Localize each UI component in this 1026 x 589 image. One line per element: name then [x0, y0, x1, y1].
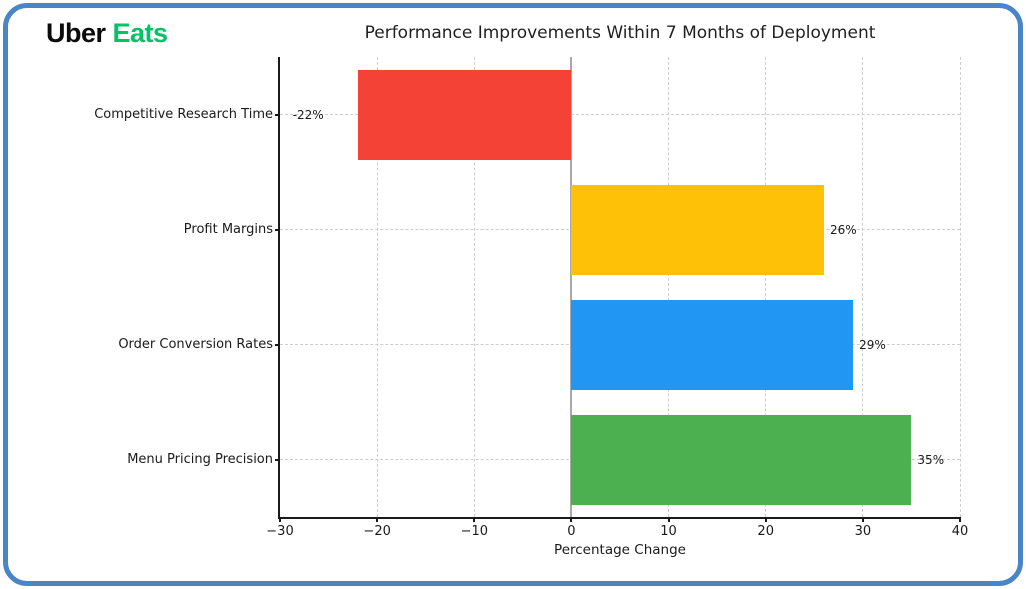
x-tick-label: 20 [757, 524, 774, 539]
y-axis-spine [278, 57, 280, 519]
bar-value-label: -22% [292, 107, 324, 122]
grid-line-horizontal [280, 114, 960, 115]
bar [357, 69, 572, 160]
category-label: Menu Pricing Precision [127, 451, 273, 467]
grid-line-vertical [668, 57, 670, 517]
logo-eats-text: Eats [112, 18, 169, 48]
bar [571, 414, 912, 505]
category-label: Order Conversion Rates [118, 336, 273, 352]
logo-uber-text: Uber [46, 18, 106, 48]
x-tick-label: 40 [951, 524, 969, 539]
bar-value-label: 29% [859, 337, 886, 352]
bar-value-label: 26% [830, 222, 857, 237]
x-tick-mark [570, 517, 573, 522]
x-axis-label: Percentage Change [554, 542, 686, 558]
grid-line-vertical [862, 57, 864, 517]
y-tick-mark [275, 458, 280, 461]
x-tick-label: −20 [363, 524, 391, 539]
category-label: Competitive Research Time [94, 106, 273, 122]
x-tick-label: −10 [460, 524, 488, 539]
grid-line-vertical [376, 57, 378, 517]
y-tick-mark [275, 113, 280, 116]
category-label: Profit Margins [183, 221, 273, 237]
bar-value-label: 35% [917, 452, 945, 467]
grid-line-vertical [473, 57, 475, 517]
x-tick-mark [376, 517, 379, 522]
x-tick-mark [279, 517, 281, 522]
x-tick-label: 30 [854, 524, 872, 539]
zero-line [570, 57, 573, 517]
uber-eats-logo: Uber Eats [46, 18, 168, 49]
x-tick-label: 10 [660, 524, 677, 539]
x-tick-mark [473, 517, 476, 522]
x-tick-mark [861, 517, 864, 522]
bar [571, 184, 824, 275]
x-tick-label: 0 [567, 524, 576, 539]
x-tick-mark [764, 517, 767, 522]
chart-title: Performance Improvements Within 7 Months… [364, 23, 876, 43]
grid-line-vertical [959, 57, 961, 517]
y-tick-mark [275, 343, 280, 346]
x-tick-mark [667, 517, 670, 522]
grid-line-vertical [765, 57, 767, 517]
x-tick-mark [959, 517, 961, 522]
y-tick-mark [275, 228, 280, 231]
x-axis-spine [278, 517, 960, 519]
bar [571, 299, 854, 390]
x-tick-label: −30 [266, 524, 294, 539]
